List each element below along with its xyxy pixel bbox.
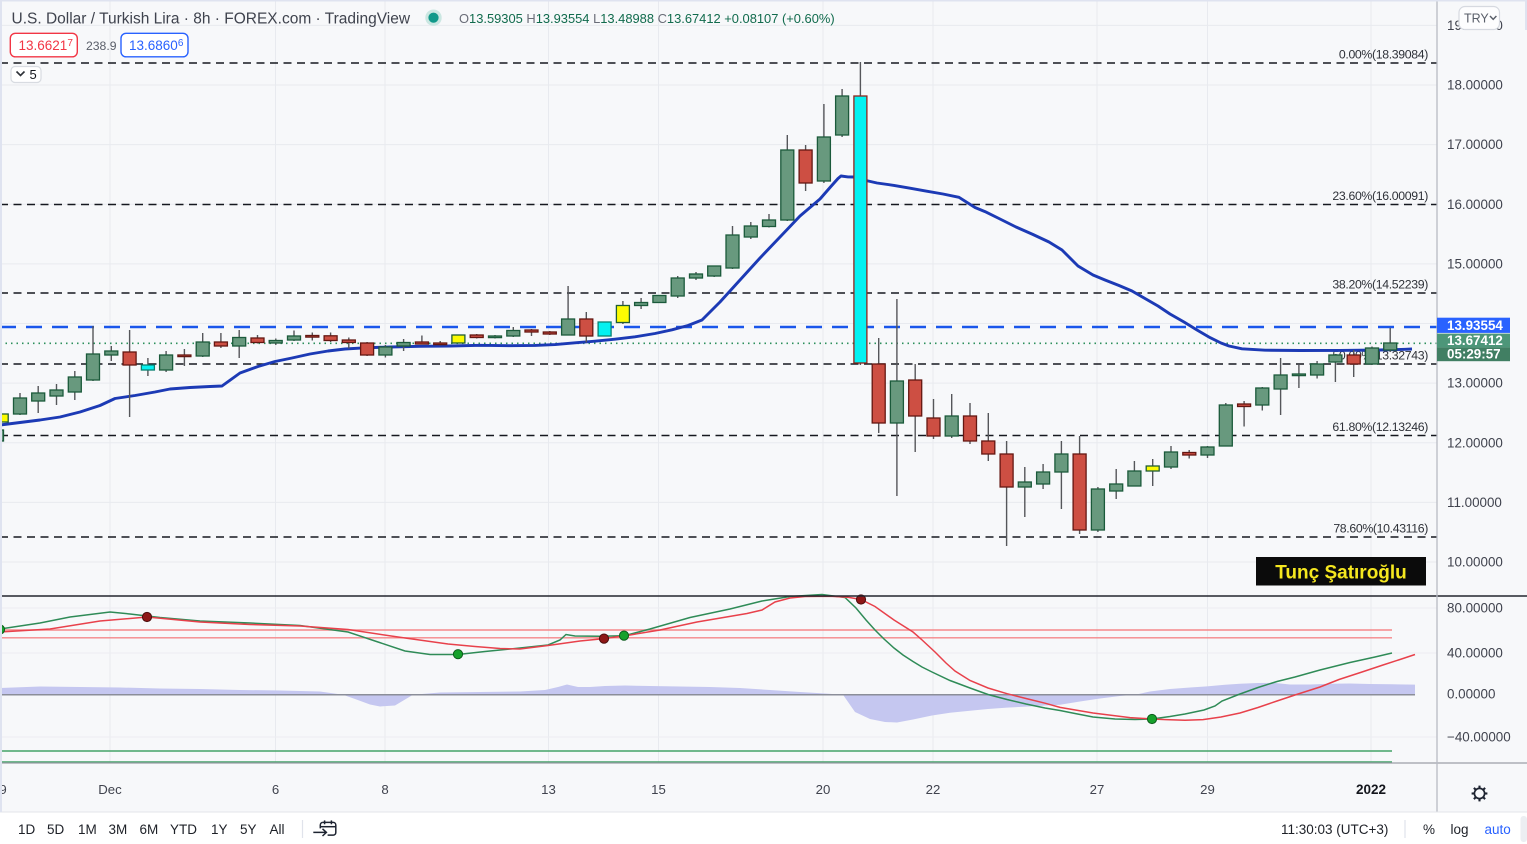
svg-text:13.00000: 13.00000 (1447, 376, 1503, 391)
svg-text:27: 27 (1090, 782, 1105, 797)
svg-text:8: 8 (381, 782, 388, 797)
svg-text:05:29:57: 05:29:57 (1447, 347, 1501, 362)
svg-text:5D: 5D (47, 822, 65, 837)
svg-text:61.80%(12.13246): 61.80%(12.13246) (1332, 420, 1428, 434)
svg-text:U.S. Dollar / Turkish Lira · 8: U.S. Dollar / Turkish Lira · 8h · FOREX.… (12, 11, 411, 28)
svg-text:1Y: 1Y (211, 822, 228, 837)
svg-text:5: 5 (30, 67, 37, 82)
svg-text:0.00%(18.39084): 0.00%(18.39084) (1339, 48, 1428, 62)
svg-text:2022: 2022 (1356, 782, 1386, 797)
svg-text:80.00000: 80.00000 (1447, 601, 1503, 616)
svg-text:18.00000: 18.00000 (1447, 78, 1503, 93)
svg-text:20: 20 (816, 782, 831, 797)
svg-text:13.66217: 13.66217 (19, 38, 74, 53)
svg-text:17.00000: 17.00000 (1447, 137, 1503, 152)
svg-text:40.00000: 40.00000 (1447, 646, 1503, 661)
svg-text:−40.00000: −40.00000 (1447, 730, 1511, 745)
svg-text:Tunç Şatıroğlu: Tunç Şatıroğlu (1275, 563, 1407, 584)
svg-text:10.00000: 10.00000 (1447, 555, 1503, 570)
svg-text:All: All (270, 822, 285, 837)
svg-text:238.9: 238.9 (86, 39, 117, 53)
svg-text:22: 22 (926, 782, 941, 797)
svg-text:29: 29 (1200, 782, 1215, 797)
svg-text:6: 6 (272, 782, 279, 797)
svg-text:13: 13 (541, 782, 556, 797)
svg-text:15: 15 (651, 782, 666, 797)
svg-text:23.60%(16.00091): 23.60%(16.00091) (1332, 189, 1428, 203)
svg-text:9: 9 (0, 782, 7, 797)
svg-text:13.68606: 13.68606 (129, 38, 184, 53)
svg-text:13.67412: 13.67412 (1447, 333, 1503, 348)
svg-text:log: log (1451, 822, 1469, 837)
svg-text:Dec: Dec (98, 782, 122, 797)
svg-text:TRY: TRY (1464, 12, 1489, 26)
svg-text:3M: 3M (109, 822, 128, 837)
svg-text:11.00000: 11.00000 (1447, 495, 1502, 510)
svg-text:16.00000: 16.00000 (1447, 197, 1503, 212)
svg-text:1D: 1D (18, 822, 36, 837)
svg-text:5Y: 5Y (240, 822, 257, 837)
svg-text:auto: auto (1485, 822, 1511, 837)
svg-text:78.60%(10.43116): 78.60%(10.43116) (1333, 522, 1428, 536)
svg-text:15.00000: 15.00000 (1447, 257, 1503, 272)
svg-text:1M: 1M (78, 822, 97, 837)
svg-text:%: % (1423, 822, 1435, 837)
svg-text:YTD: YTD (170, 822, 197, 837)
svg-text:38.20%(14.52239): 38.20%(14.52239) (1332, 278, 1428, 292)
svg-text:11:30:03 (UTC+3): 11:30:03 (UTC+3) (1281, 822, 1388, 837)
svg-text:6M: 6M (140, 822, 159, 837)
svg-text:12.00000: 12.00000 (1447, 435, 1503, 450)
svg-text:O13.59305 H13.93554 L13.48988: O13.59305 H13.93554 L13.48988 C13.67412 … (459, 11, 835, 26)
svg-text:0.00000: 0.00000 (1447, 687, 1495, 702)
svg-text:13.93554: 13.93554 (1447, 318, 1503, 333)
